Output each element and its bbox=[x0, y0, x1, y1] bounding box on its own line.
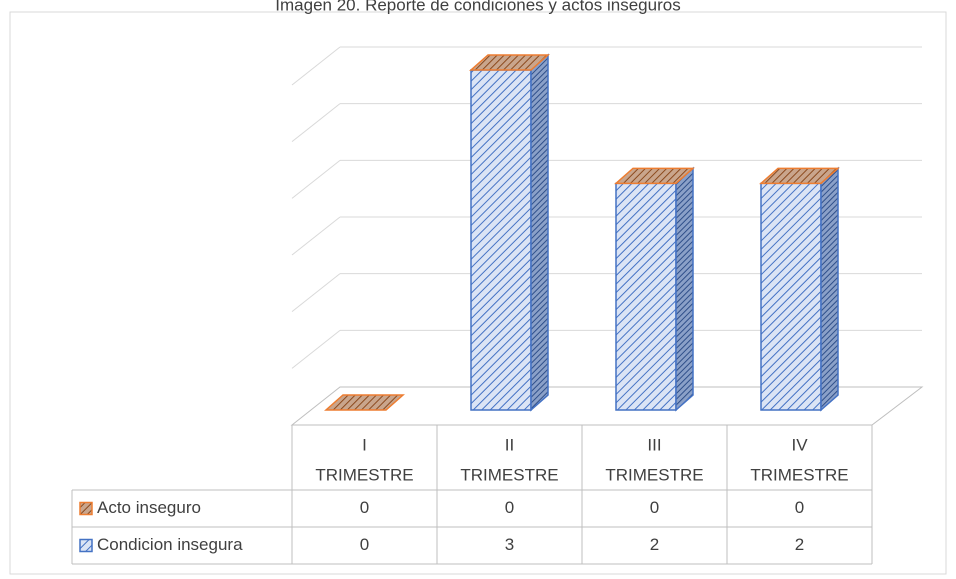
bar bbox=[759, 167, 840, 185]
bar bbox=[470, 53, 549, 412]
x-tick-label: IV bbox=[791, 435, 808, 454]
x-tick-label: III bbox=[647, 435, 661, 454]
table-value: 0 bbox=[505, 498, 514, 517]
x-tick-label: I bbox=[362, 435, 367, 454]
x-tick-label: II bbox=[505, 435, 514, 454]
bar-side bbox=[675, 166, 694, 412]
table-value: 0 bbox=[650, 498, 659, 517]
bar bbox=[615, 166, 694, 412]
grid-line bbox=[291, 273, 341, 313]
bar bbox=[469, 54, 550, 71]
bar-front bbox=[760, 182, 822, 411]
bar-top bbox=[759, 167, 840, 185]
table-value: 0 bbox=[360, 498, 369, 517]
bar bbox=[324, 394, 405, 411]
grid-line bbox=[291, 329, 341, 369]
bar-top bbox=[614, 167, 695, 185]
bar bbox=[614, 167, 695, 185]
bar-side bbox=[820, 166, 839, 412]
x-tick-label: TRIMESTRE bbox=[315, 465, 413, 484]
bar-front bbox=[470, 69, 532, 411]
grid-line bbox=[291, 216, 341, 256]
bar bbox=[760, 166, 839, 412]
table-value: 0 bbox=[360, 535, 369, 554]
table-value: 2 bbox=[795, 535, 804, 554]
grid-line bbox=[291, 103, 341, 143]
table-value: 2 bbox=[650, 535, 659, 554]
table-value: 3 bbox=[505, 535, 514, 554]
bar-top bbox=[324, 394, 405, 411]
table-value: 0 bbox=[795, 498, 804, 517]
chart-border bbox=[9, 11, 947, 575]
legend-swatch bbox=[79, 538, 93, 553]
legend-swatch bbox=[79, 501, 93, 516]
x-tick-label: TRIMESTRE bbox=[460, 465, 558, 484]
bar-front bbox=[615, 182, 677, 411]
x-tick-label: TRIMESTRE bbox=[605, 465, 703, 484]
x-tick-label: TRIMESTRE bbox=[750, 465, 848, 484]
grid-line bbox=[291, 159, 341, 199]
chart-title: Imagen 20. Reporte de condiciones y acto… bbox=[275, 0, 680, 14]
bar-top bbox=[469, 54, 550, 71]
bar-side bbox=[530, 53, 549, 412]
legend-label: Condicion insegura bbox=[97, 535, 243, 554]
legend-label: Acto inseguro bbox=[97, 498, 201, 517]
grid-line bbox=[291, 46, 341, 86]
